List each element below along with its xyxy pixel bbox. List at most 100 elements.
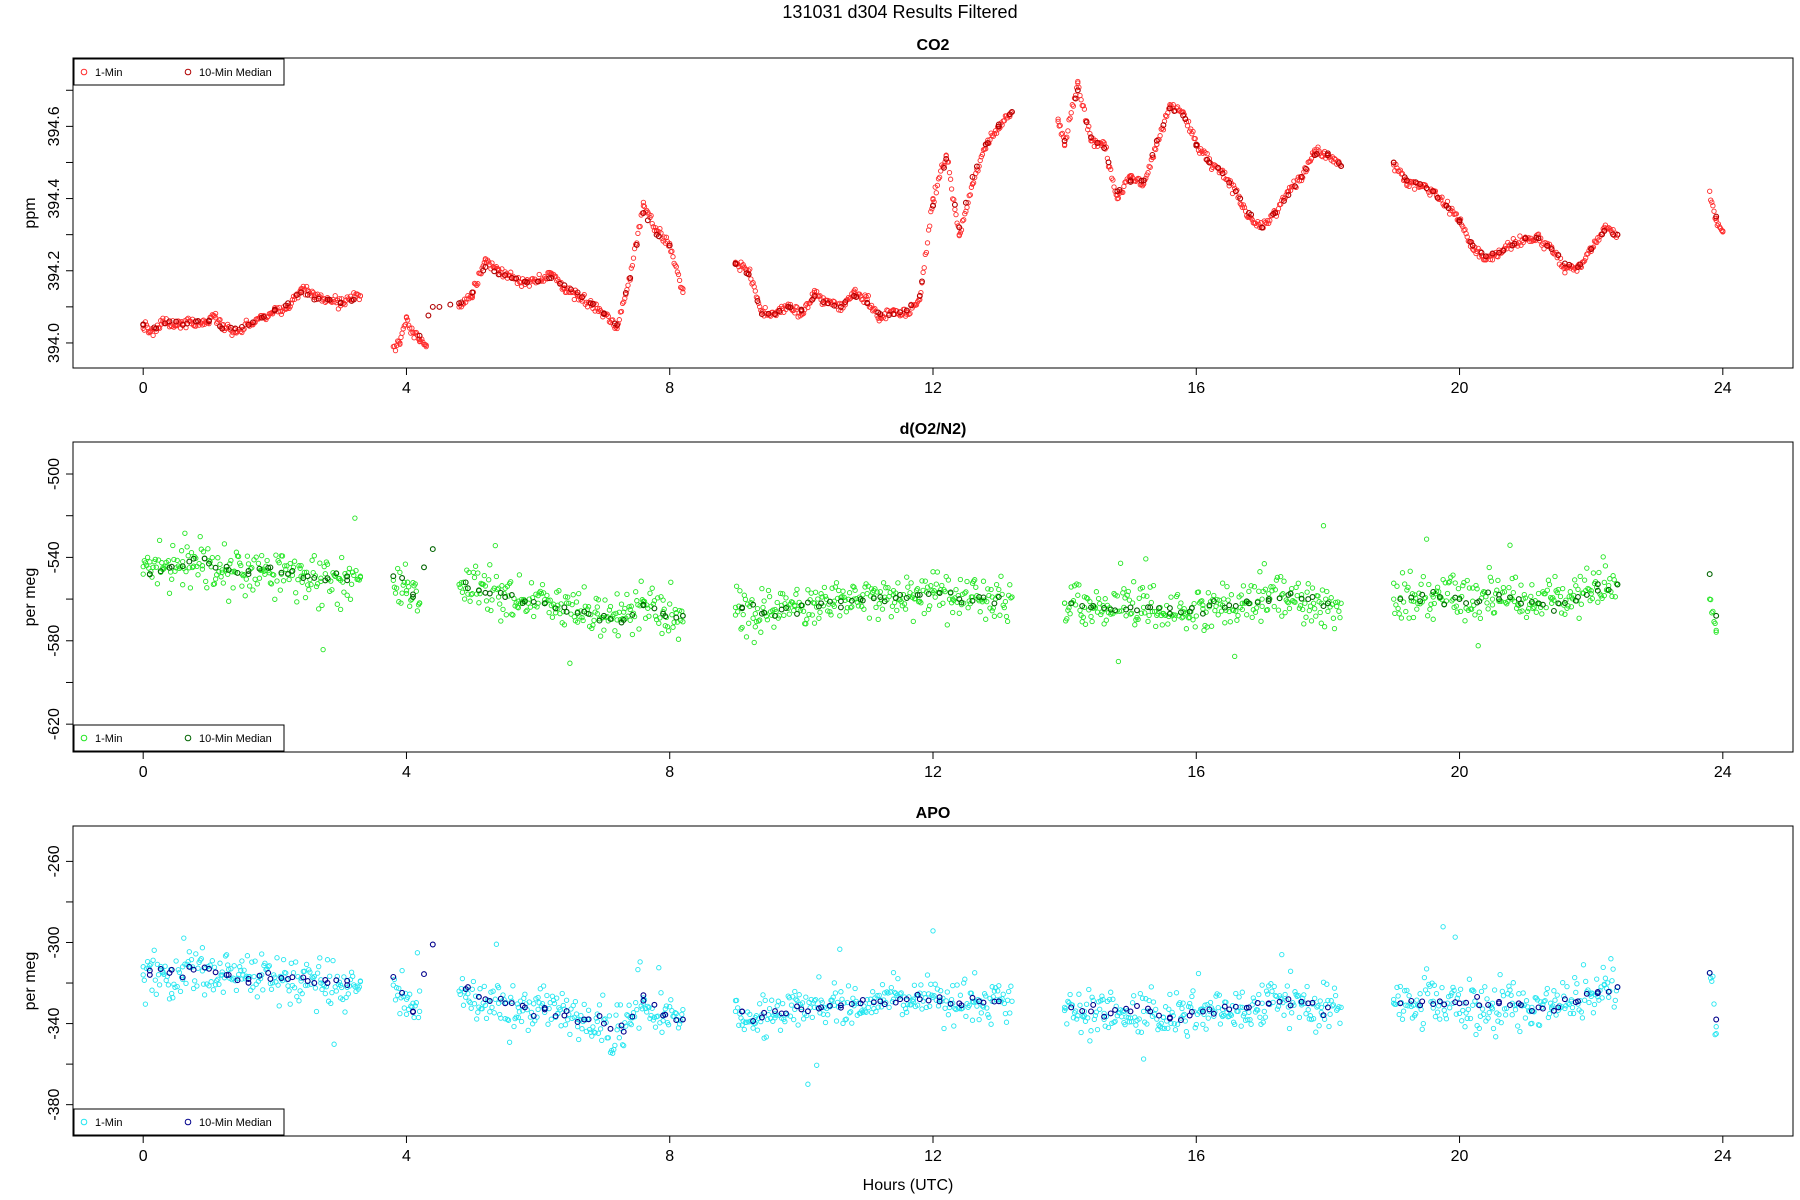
apo-1min-point xyxy=(493,941,500,947)
o2-1min-point xyxy=(591,617,597,624)
o2-1min-point xyxy=(556,588,562,594)
o2-1min-point xyxy=(594,611,600,617)
o2-1min-point xyxy=(1067,611,1073,617)
o2-median-point xyxy=(1276,595,1283,602)
apo-median-point xyxy=(804,1008,811,1015)
o2-1min-point xyxy=(595,597,602,603)
o2-1min-point xyxy=(580,617,586,624)
o2-1min-point xyxy=(1211,592,1217,599)
o2-1min-point xyxy=(1707,596,1713,602)
o2-1min-point xyxy=(243,576,249,582)
o2-1min-point xyxy=(594,604,600,610)
apo-1min-point xyxy=(1507,987,1513,993)
apo-1min-point xyxy=(1486,1009,1492,1016)
apo-1min-point xyxy=(239,958,245,964)
co2-median-point xyxy=(956,224,963,231)
apo-1min-point xyxy=(504,1016,511,1023)
o2-1min-point xyxy=(1264,607,1271,613)
apo-1min-point xyxy=(342,1009,348,1015)
co2-median-point xyxy=(326,296,333,303)
co2-1min-point xyxy=(288,300,294,306)
apo-1min-point xyxy=(809,1014,815,1021)
apo-1min-point xyxy=(275,982,281,988)
co2-1min-point xyxy=(1121,183,1127,190)
o2-1min-point xyxy=(412,581,418,587)
o2-1min-point xyxy=(804,616,810,622)
apo-1min-point xyxy=(570,1002,576,1009)
apo-1min-point xyxy=(750,1025,756,1031)
o2-median-point xyxy=(585,610,592,617)
co2-median-point xyxy=(919,278,925,285)
co2-median-point xyxy=(732,260,739,267)
apo-median-point xyxy=(1088,1008,1094,1015)
o2-1min-point xyxy=(601,627,607,633)
co2-median-point xyxy=(1482,253,1489,260)
o2-1min-point xyxy=(1505,598,1511,605)
co2-x-tick-label: 16 xyxy=(1187,380,1205,397)
apo-1min-point xyxy=(969,998,976,1004)
apo-1min-point xyxy=(1063,1005,1069,1012)
apo-1min-point xyxy=(621,1042,627,1049)
apo-1min-point xyxy=(805,1081,811,1087)
o2-1min-point xyxy=(1278,573,1284,580)
o2-1min-point xyxy=(219,567,225,573)
o2-median-point xyxy=(166,564,173,571)
o2-1min-point xyxy=(320,646,326,653)
apo-median-point xyxy=(620,1028,627,1035)
apo-1min-point xyxy=(1432,1013,1439,1020)
apo-1min-point xyxy=(1394,984,1400,991)
o2-1min-point xyxy=(1544,587,1550,593)
apo-1min-point xyxy=(1074,1016,1080,1022)
o2-1min-point xyxy=(739,624,745,631)
co2-median-point xyxy=(1285,192,1292,198)
o2-median-point xyxy=(1614,581,1621,588)
o2-1min-point xyxy=(963,589,969,595)
o2-1min-point xyxy=(888,614,894,620)
apo-median-point xyxy=(530,1012,537,1019)
o2-1min-point xyxy=(922,578,928,584)
apo-1min-point xyxy=(585,1007,592,1013)
co2-median-point xyxy=(1245,210,1252,216)
apo-median-point xyxy=(1265,1000,1272,1007)
o2-1min-point xyxy=(493,573,500,580)
o2-1min-point xyxy=(660,608,666,615)
o2-1min-point xyxy=(1562,611,1568,617)
apo-1min-point xyxy=(942,1005,948,1011)
apo-1min-point xyxy=(796,992,802,998)
apo-1min-point xyxy=(220,989,226,995)
o2-1min-point xyxy=(985,586,991,592)
o2-1min-point xyxy=(523,608,529,615)
o2-median-point xyxy=(903,595,910,601)
o2-1min-point xyxy=(337,577,344,583)
apo-1min-point xyxy=(470,978,477,985)
o2-1min-point xyxy=(1303,614,1309,620)
apo-median-point xyxy=(1555,1004,1562,1011)
o2-1min-point xyxy=(1284,599,1290,605)
o2-1min-point xyxy=(277,587,283,593)
apo-1min-point xyxy=(517,998,524,1004)
o2-1min-point xyxy=(1528,593,1534,600)
co2-median-point xyxy=(521,278,528,285)
apo-1min-point xyxy=(1602,975,1609,981)
o2-1min-point xyxy=(1142,610,1148,616)
apo-1min-point xyxy=(639,1006,645,1012)
apo-1min-point xyxy=(1000,991,1006,997)
apo-1min-point xyxy=(1567,1010,1573,1017)
apo-legend-box xyxy=(73,1108,285,1136)
apo-1min-point xyxy=(285,983,291,989)
o2-median-point xyxy=(399,575,406,581)
apo-1min-point xyxy=(1425,990,1431,997)
co2-median-point xyxy=(548,275,555,281)
apo-1min-point xyxy=(1337,1020,1343,1026)
apo-1min-point xyxy=(1087,1038,1093,1044)
o2-1min-point xyxy=(1262,586,1269,592)
o2-1min-point xyxy=(865,583,871,589)
co2-median-point xyxy=(1171,108,1178,114)
co2-x-tick-label: 0 xyxy=(139,380,148,397)
o2-1min-point xyxy=(1131,579,1137,585)
o2-1min-point xyxy=(538,590,545,597)
apo-1min-point xyxy=(265,964,271,970)
apo-1min-point xyxy=(317,955,323,961)
apo-1min-point xyxy=(1332,992,1339,999)
o2-1min-point xyxy=(659,630,665,637)
